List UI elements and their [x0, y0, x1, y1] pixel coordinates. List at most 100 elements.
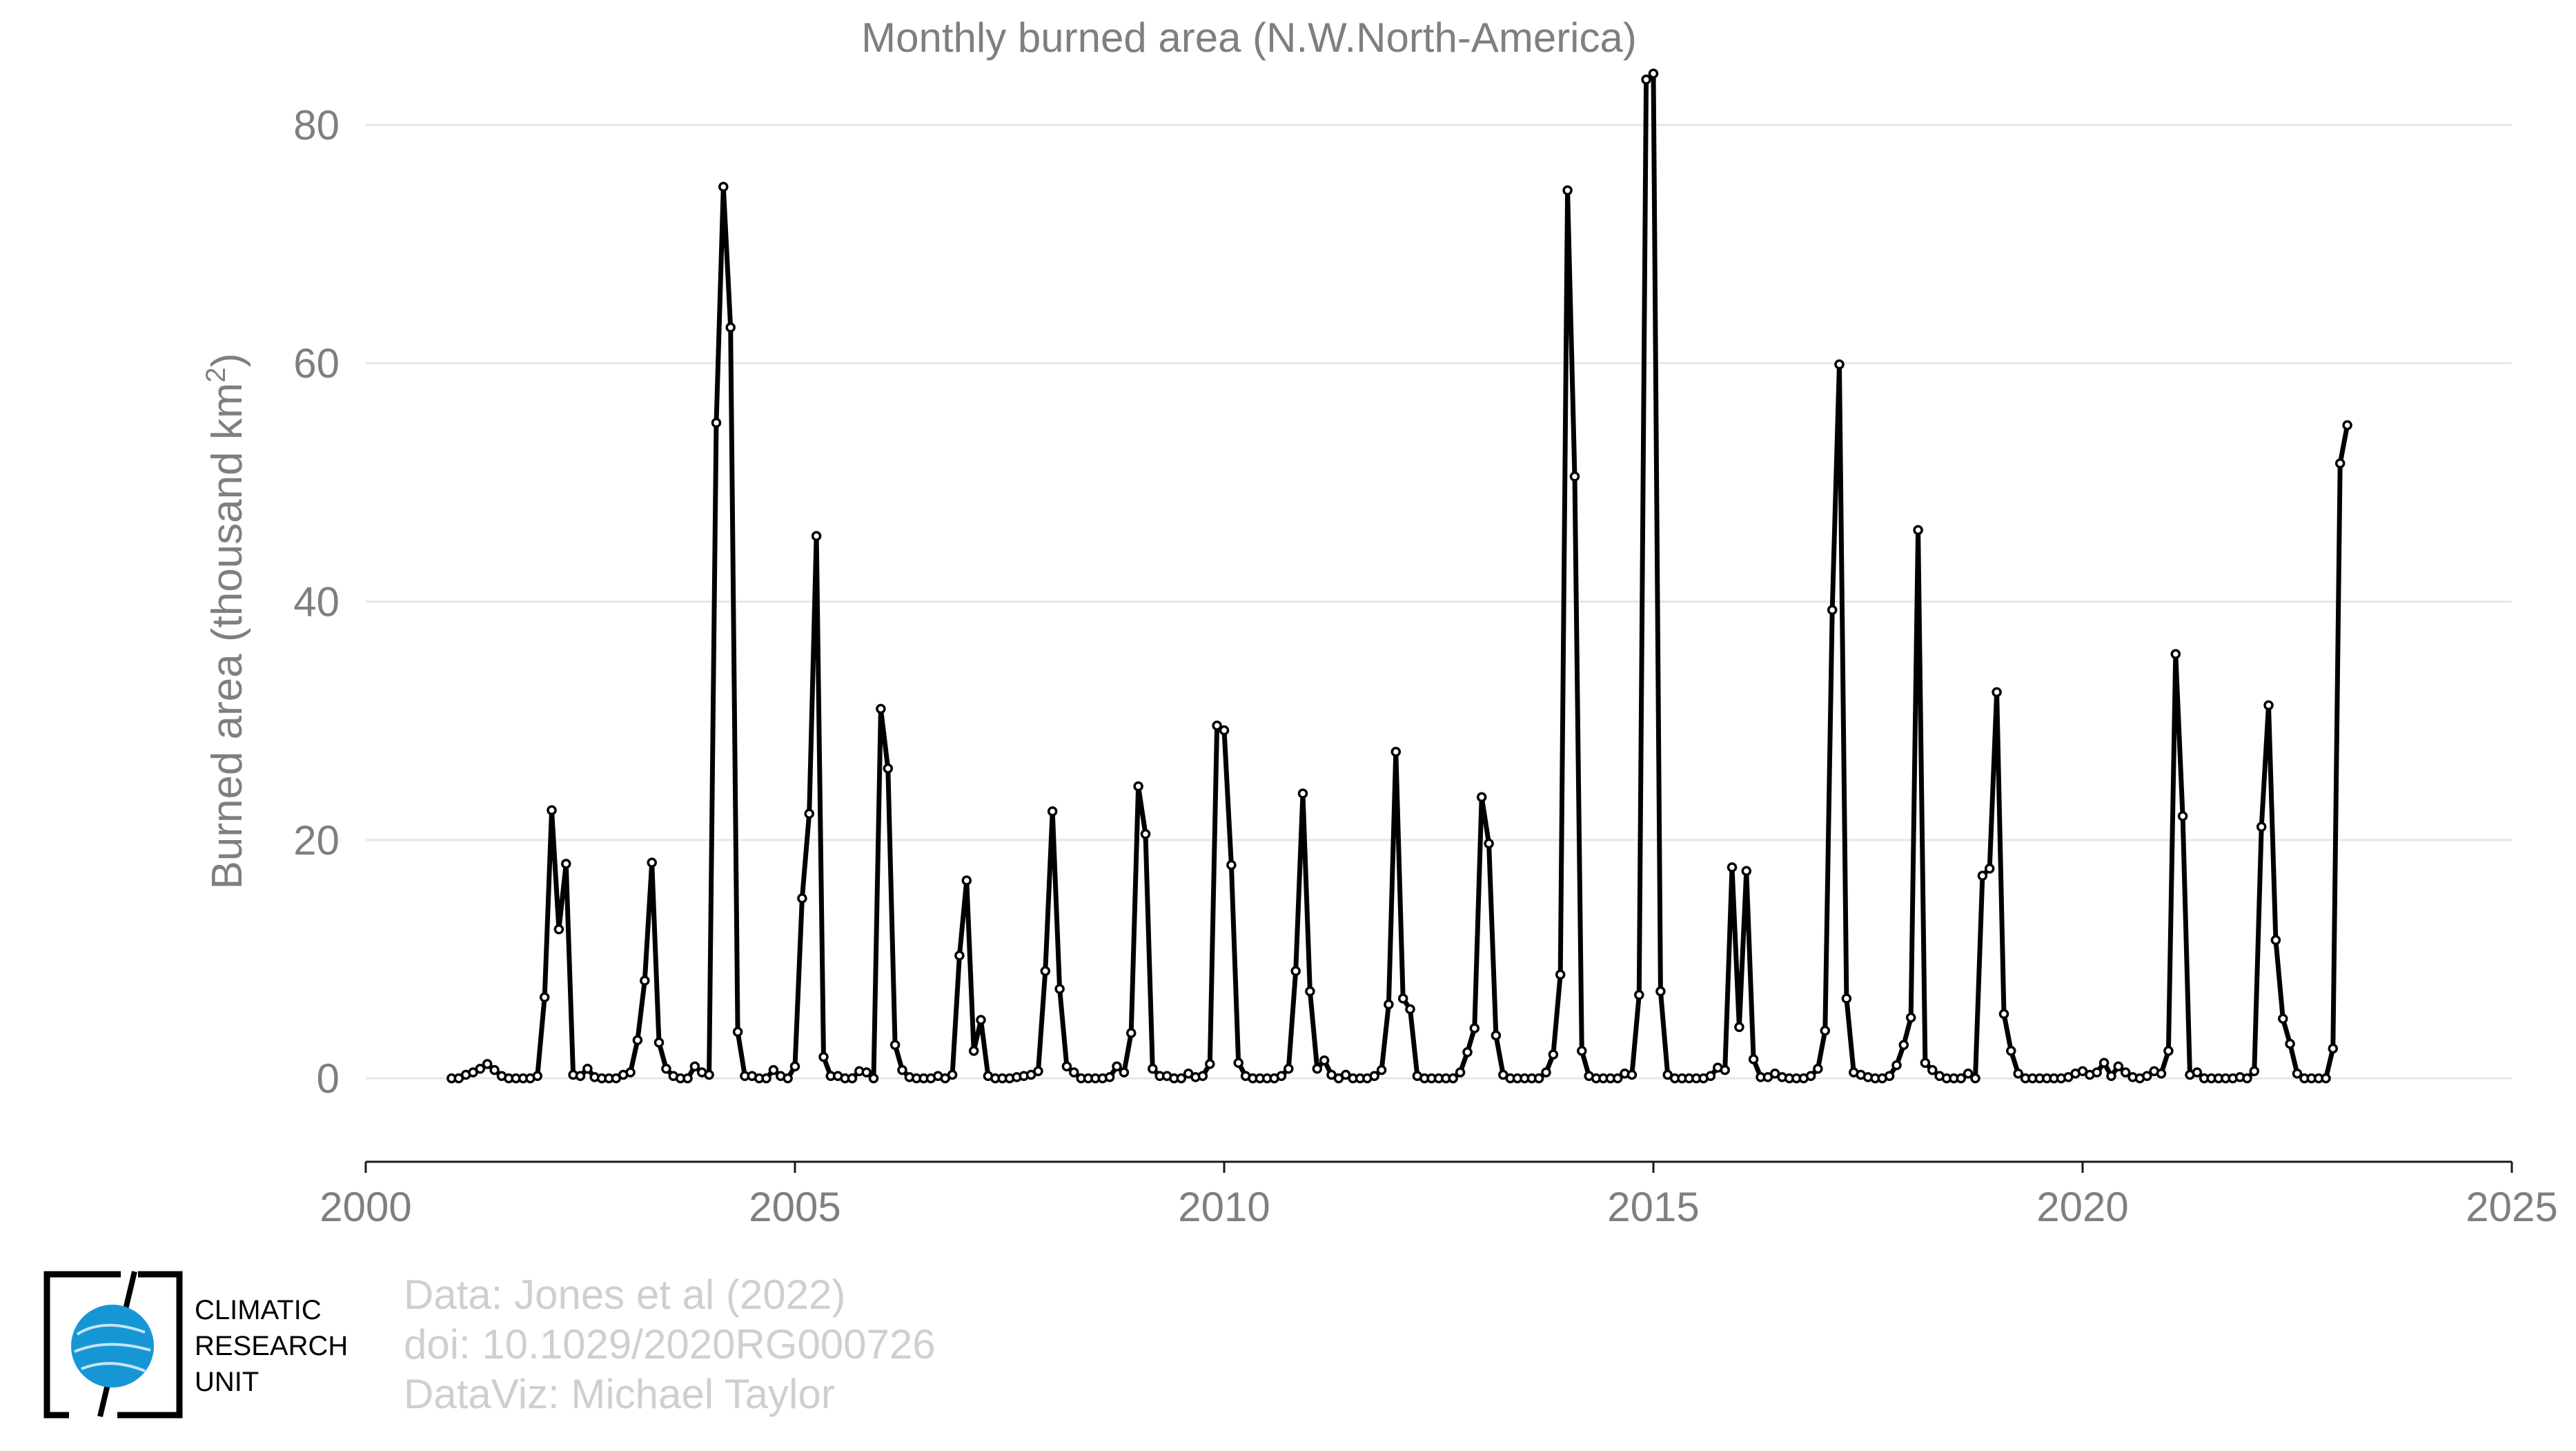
x-tick-label: 2015	[1607, 1184, 1699, 1230]
data-point	[1197, 1071, 1208, 1081]
data-point	[532, 1071, 543, 1081]
data-point	[1319, 1055, 1330, 1066]
data-point	[883, 763, 894, 774]
logo-text: CLIMATIC RESEARCH UNIT	[195, 1292, 348, 1400]
data-point	[2334, 458, 2346, 469]
cru-logo	[43, 1271, 183, 1419]
data-point	[725, 322, 736, 333]
data-point	[2242, 1073, 2252, 1084]
data-point	[1233, 1058, 1243, 1068]
data-point	[1648, 68, 1659, 79]
data-point	[1913, 525, 1923, 536]
globe-icon	[71, 1305, 154, 1387]
y-gridlines	[366, 124, 2512, 1080]
data-point	[1541, 1067, 1551, 1078]
data-points	[446, 68, 2352, 1084]
data-point	[1369, 1071, 1379, 1081]
data-point	[689, 1061, 700, 1072]
data-point	[2285, 1038, 2295, 1049]
data-point	[1112, 1061, 1122, 1072]
data-point	[2328, 1043, 2339, 1054]
x-tick-label: 2010	[1178, 1184, 1270, 1230]
data-point	[1297, 788, 1308, 799]
data-point	[1390, 746, 1402, 757]
data-point	[1397, 993, 1408, 1004]
data-point	[789, 1061, 800, 1072]
data-point	[2278, 1013, 2288, 1024]
data-point	[1290, 966, 1301, 976]
data-point	[1956, 1073, 1967, 1084]
data-point	[711, 418, 722, 428]
data-point	[868, 1073, 879, 1084]
data-point	[976, 1015, 986, 1025]
data-point	[1133, 781, 1143, 792]
data-point	[1125, 1028, 1137, 1038]
x-tick-label: 2005	[749, 1184, 840, 1230]
data-point	[1827, 605, 1838, 615]
data-point	[1970, 1073, 1980, 1084]
data-point	[1219, 725, 1230, 736]
data-point	[2113, 1061, 2124, 1072]
data-point	[640, 975, 650, 986]
logo-line: UNIT	[195, 1367, 259, 1397]
data-point	[1305, 986, 1315, 997]
data-point	[553, 924, 564, 935]
data-point	[768, 1064, 779, 1075]
data-point	[1462, 1046, 1473, 1058]
data-point	[1276, 1071, 1287, 1081]
data-point	[647, 857, 657, 868]
data-point	[2342, 420, 2352, 431]
data-point	[761, 1073, 771, 1084]
y-tick-label: 20	[293, 817, 340, 864]
chart-title: Monthly burned area (N.W.North-America)	[861, 14, 1637, 61]
logo-bracket-left	[43, 1271, 121, 1419]
data-point	[797, 893, 807, 904]
data-point	[876, 703, 886, 714]
data-point	[1920, 1058, 1931, 1068]
data-point	[1998, 1009, 2009, 1020]
data-point	[2006, 1046, 2016, 1056]
data-point	[961, 875, 972, 886]
data-point	[2013, 1068, 2023, 1079]
logo-bracket-right	[117, 1271, 183, 1419]
data-point	[2106, 1071, 2116, 1081]
data-point	[2270, 935, 2281, 946]
data-point	[482, 1059, 493, 1069]
data-point	[1119, 1067, 1130, 1078]
data-point	[811, 531, 822, 541]
x-tick-marks: 2000 2005 2010 2015 2020 2025	[319, 1162, 2558, 1230]
data-point	[1805, 1071, 1816, 1081]
data-point	[818, 1051, 829, 1062]
data-point	[1992, 687, 2002, 697]
logo-line: RESEARCH	[195, 1331, 348, 1361]
data-point	[2098, 1058, 2110, 1068]
data-point	[1047, 806, 1058, 817]
data-point	[1834, 359, 1845, 370]
data-point	[1061, 1061, 1072, 1072]
data-point	[2321, 1073, 2331, 1084]
data-point	[1054, 984, 1065, 994]
credit-dataviz: DataViz: Michael Taylor	[404, 1371, 835, 1417]
data-point	[2163, 1046, 2174, 1056]
data-point	[1284, 1064, 1294, 1074]
data-point	[2142, 1071, 2152, 1081]
y-tick-label: 40	[293, 579, 340, 625]
data-point	[1226, 859, 1237, 870]
data-point	[1813, 1064, 1823, 1074]
data-point	[1491, 1030, 1502, 1041]
data-point	[1927, 1064, 1938, 1075]
data-point	[2177, 811, 2188, 821]
data-point	[1205, 1059, 1215, 1069]
data-point	[489, 1064, 500, 1075]
data-point	[1176, 1073, 1187, 1084]
data-point	[1455, 1067, 1466, 1078]
data-point	[561, 859, 571, 869]
credit-doi: doi: 10.1029/2020RG000726	[404, 1321, 936, 1367]
x-tick-label: 2025	[2466, 1184, 2557, 1230]
data-point	[475, 1064, 486, 1074]
data-point	[1104, 1072, 1115, 1082]
data-point	[2156, 1068, 2167, 1079]
data-point	[1963, 1068, 1974, 1079]
data-point	[1033, 1066, 1043, 1077]
